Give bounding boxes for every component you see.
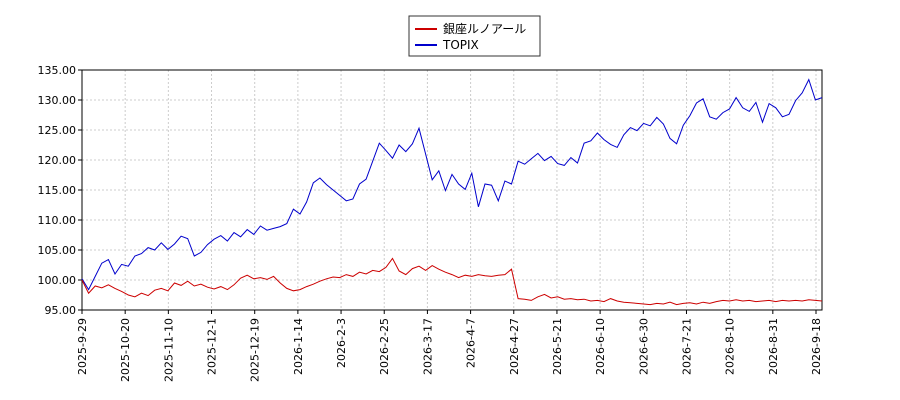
- x-axis: 2025-9-29 2025-10-20 2025-11-10 2025-12-1 20…: [76, 310, 823, 382]
- x-tick-label: 2026-3-17: [421, 318, 434, 375]
- y-tick-label: 120.00: [38, 154, 77, 167]
- y-tick-label: 95.00: [45, 304, 77, 317]
- x-tick-label: 2025-10-20: [119, 318, 132, 382]
- x-tick-label: 2025-12-1: [206, 318, 219, 375]
- legend: 銀座ルノアール TOPIX: [408, 15, 541, 57]
- y-tick-label: 130.00: [38, 94, 77, 107]
- y-tick-label: 100.00: [38, 274, 77, 287]
- x-tick-label: 2025-12-19: [249, 318, 262, 382]
- y-tick-label: 135.00: [38, 64, 77, 77]
- x-tick-label: 2026-8-31: [767, 318, 780, 375]
- x-tick-label: 2025-9-29: [76, 318, 89, 375]
- x-tick-label: 2026-1-14: [292, 318, 305, 375]
- y-axis: 95.00 100.00 105.00 110.00 115.00 120.00 125.0…: [38, 64, 82, 317]
- series-line-ginza-renoir: [81, 257, 823, 306]
- x-tick-label: 2026-6-10: [594, 318, 607, 375]
- y-tick-label: 110.00: [38, 214, 77, 227]
- series-line-topix: [81, 78, 823, 291]
- x-tick-label: 2026-4-27: [508, 318, 521, 375]
- legend-label: TOPIX: [442, 38, 479, 52]
- x-tick-label: 2026-5-21: [551, 318, 564, 375]
- x-tick-label: 2026-7-21: [680, 318, 693, 375]
- legend-label: 銀座ルノアール: [443, 21, 526, 36]
- series-lines: [81, 78, 823, 306]
- x-tick-label: 2026-8-10: [724, 318, 737, 375]
- legend-box: [408, 15, 541, 57]
- x-tick-label: 2026-2-25: [378, 318, 391, 375]
- x-tick-label: 2026-2-3: [335, 318, 348, 368]
- y-tick-label: 125.00: [38, 124, 77, 137]
- x-tick-label: 2025-11-10: [162, 318, 175, 382]
- x-tick-label: 2026-6-30: [637, 318, 650, 375]
- x-tick-label: 2026-4-7: [465, 318, 478, 368]
- x-tick-label: 2026-9-18: [810, 318, 823, 375]
- y-tick-label: 115.00: [38, 184, 77, 197]
- y-tick-label: 105.00: [38, 244, 77, 257]
